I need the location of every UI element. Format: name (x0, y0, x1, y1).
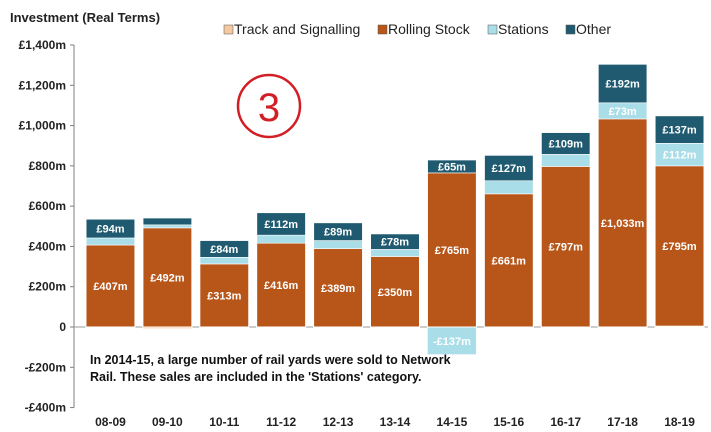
bar-outline (483, 154, 534, 328)
legend: Track and Signalling Rolling Stock Station… (223, 21, 611, 37)
annotation: In 2014-15, a large number of rail yards… (90, 353, 451, 384)
data-label: £73m (609, 106, 637, 118)
data-label: -£137m (433, 336, 471, 348)
annotation-line: In 2014-15, a large number of rail yards… (90, 353, 451, 367)
bar-segment (654, 165, 705, 327)
bar-segment (484, 180, 534, 195)
bar-outline (654, 115, 705, 328)
data-label: £84m (210, 244, 238, 256)
y-tick-label: -£200m (25, 360, 66, 374)
x-tick-label: 16-17 (550, 415, 581, 429)
legend-label: Stations (498, 21, 549, 37)
legend-swatch (487, 24, 498, 35)
x-tick-label: 11-12 (266, 415, 296, 429)
bar-segment (370, 249, 420, 257)
y-tick-label: -£400m (25, 401, 66, 415)
data-label: £765m (435, 245, 469, 257)
bar-segment (142, 227, 193, 328)
bar-segment (199, 257, 250, 265)
bar-segment (427, 172, 477, 328)
bar-segment (142, 224, 193, 229)
data-label: £416m (264, 280, 298, 292)
data-label: £192m (606, 78, 640, 90)
bar-outline (85, 218, 136, 328)
annotation-line: Rail. These sales are included in the 'S… (90, 370, 422, 384)
x-tick-label: 09-10 (152, 415, 183, 429)
legend-label: Other (576, 21, 611, 37)
bar-outline (142, 217, 193, 328)
data-label: £112m (663, 150, 697, 162)
bar-outline (256, 212, 307, 328)
y-tick-label: £600m (29, 199, 66, 213)
number-badge: 3 (236, 73, 302, 139)
bar-segment (85, 237, 136, 246)
x-tick-label: 14-15 (437, 415, 468, 429)
data-label: £112m (264, 219, 298, 231)
badge-number: 3 (258, 86, 280, 130)
data-label: £661m (492, 255, 526, 267)
legend-swatch (223, 24, 234, 35)
data-label: £127m (492, 163, 526, 175)
bar-segment (256, 234, 306, 244)
y-tick-label: £800m (29, 159, 66, 173)
bar-outline (370, 233, 420, 328)
bar-segment (199, 263, 250, 328)
x-tick-label: 13-14 (380, 415, 411, 429)
y-tick-label: £1,200m (19, 78, 66, 92)
data-label: £313m (207, 290, 241, 302)
y-tick-label: £200m (29, 280, 66, 294)
chart-title: Investment (Real Terms) (10, 10, 160, 25)
x-tick-label: 17-18 (607, 415, 638, 429)
x-tick-label: 08-09 (95, 415, 126, 429)
data-label: £350m (378, 287, 412, 299)
data-label: £109m (549, 138, 583, 150)
bar-segment (313, 248, 363, 328)
bars (85, 63, 705, 355)
data-label: £1,033m (601, 218, 645, 230)
y-tick-label: £400m (29, 239, 66, 253)
x-tick-label: 18-19 (664, 415, 695, 429)
bar-segment (540, 154, 591, 167)
data-label: £492m (150, 272, 184, 284)
legend-swatch (565, 24, 576, 35)
bar-segment (427, 326, 477, 355)
data-label: £89m (324, 227, 352, 239)
data-label: £407m (93, 281, 127, 293)
x-axis-labels: 08-09 09-10 10-11 11-12 12-13 13-14 14-15 15-16… (95, 415, 695, 429)
bar-outline (597, 63, 648, 328)
legend-swatch (377, 24, 388, 35)
legend-label: Track and Signalling (234, 21, 360, 37)
data-label: £137m (662, 124, 696, 136)
bar-segment (142, 217, 193, 226)
y-tick-label: 0 (59, 320, 66, 334)
data-label: £94m (96, 224, 124, 236)
x-tick-label: 10-11 (209, 415, 239, 429)
x-tick-label: 12-13 (323, 415, 354, 429)
data-label: £797m (549, 242, 583, 254)
y-tick-label: £1,000m (19, 119, 66, 133)
badge-circle (236, 73, 302, 139)
bar-segment (313, 240, 363, 249)
data-label: £389m (321, 283, 355, 295)
data-label: £65m (438, 161, 466, 173)
bar-outline (426, 159, 477, 328)
data-label: £795m (662, 241, 696, 253)
bar-segment (256, 242, 306, 328)
x-tick-label: 15-16 (493, 415, 524, 429)
bar-outline (540, 131, 591, 328)
bar-outline (199, 239, 250, 328)
bar-segment (484, 193, 534, 328)
y-tick-label: £1,400m (19, 38, 66, 52)
data-labels: £407m £94m £492m £313m £84m £416m £112m £389m £8… (93, 78, 697, 347)
legend-label: Rolling Stock (388, 21, 471, 37)
data-label: £78m (381, 237, 409, 249)
bar-outline (313, 222, 364, 328)
